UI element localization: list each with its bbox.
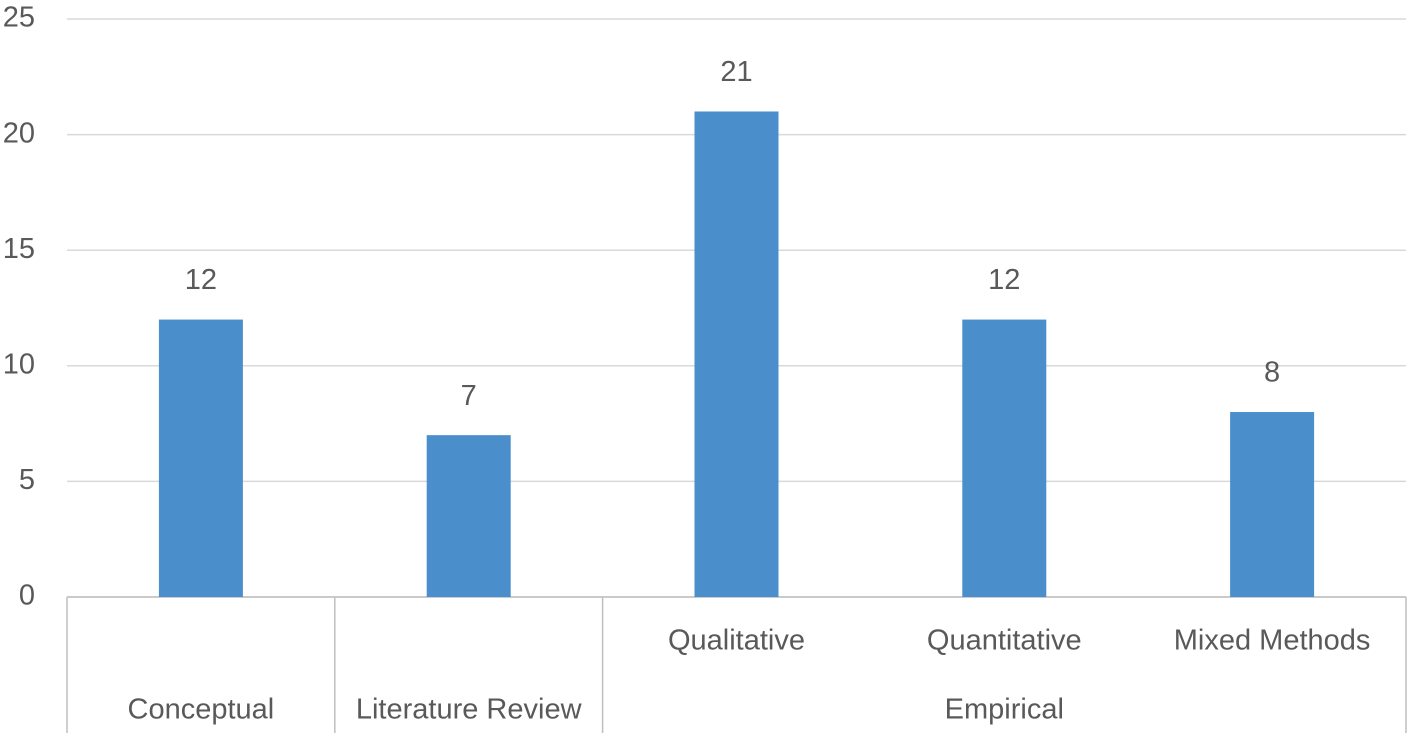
y-tick-label: 25 (3, 2, 35, 34)
data-label: 12 (185, 264, 217, 296)
group-label: Conceptual (128, 694, 275, 726)
group-label: Literature Review (356, 694, 583, 726)
bar (962, 319, 1047, 597)
y-tick-label: 5 (19, 464, 35, 496)
bar (158, 319, 243, 597)
data-label: 8 (1264, 357, 1280, 389)
bar (694, 111, 779, 597)
y-tick-label: 10 (3, 348, 35, 380)
bar (1230, 412, 1315, 597)
y-tick-label: 20 (3, 117, 35, 149)
x-tick-label: Quantitative (927, 625, 1082, 657)
x-tick-label: Qualitative (668, 625, 805, 657)
y-tick-label: 0 (19, 580, 35, 612)
data-label: 21 (720, 56, 752, 88)
y-tick-label: 15 (3, 233, 35, 265)
x-tick-label: Mixed Methods (1174, 625, 1371, 657)
data-label: 12 (988, 264, 1020, 296)
group-label: Empirical (945, 694, 1064, 726)
bar (426, 435, 511, 597)
data-label: 7 (461, 380, 477, 412)
